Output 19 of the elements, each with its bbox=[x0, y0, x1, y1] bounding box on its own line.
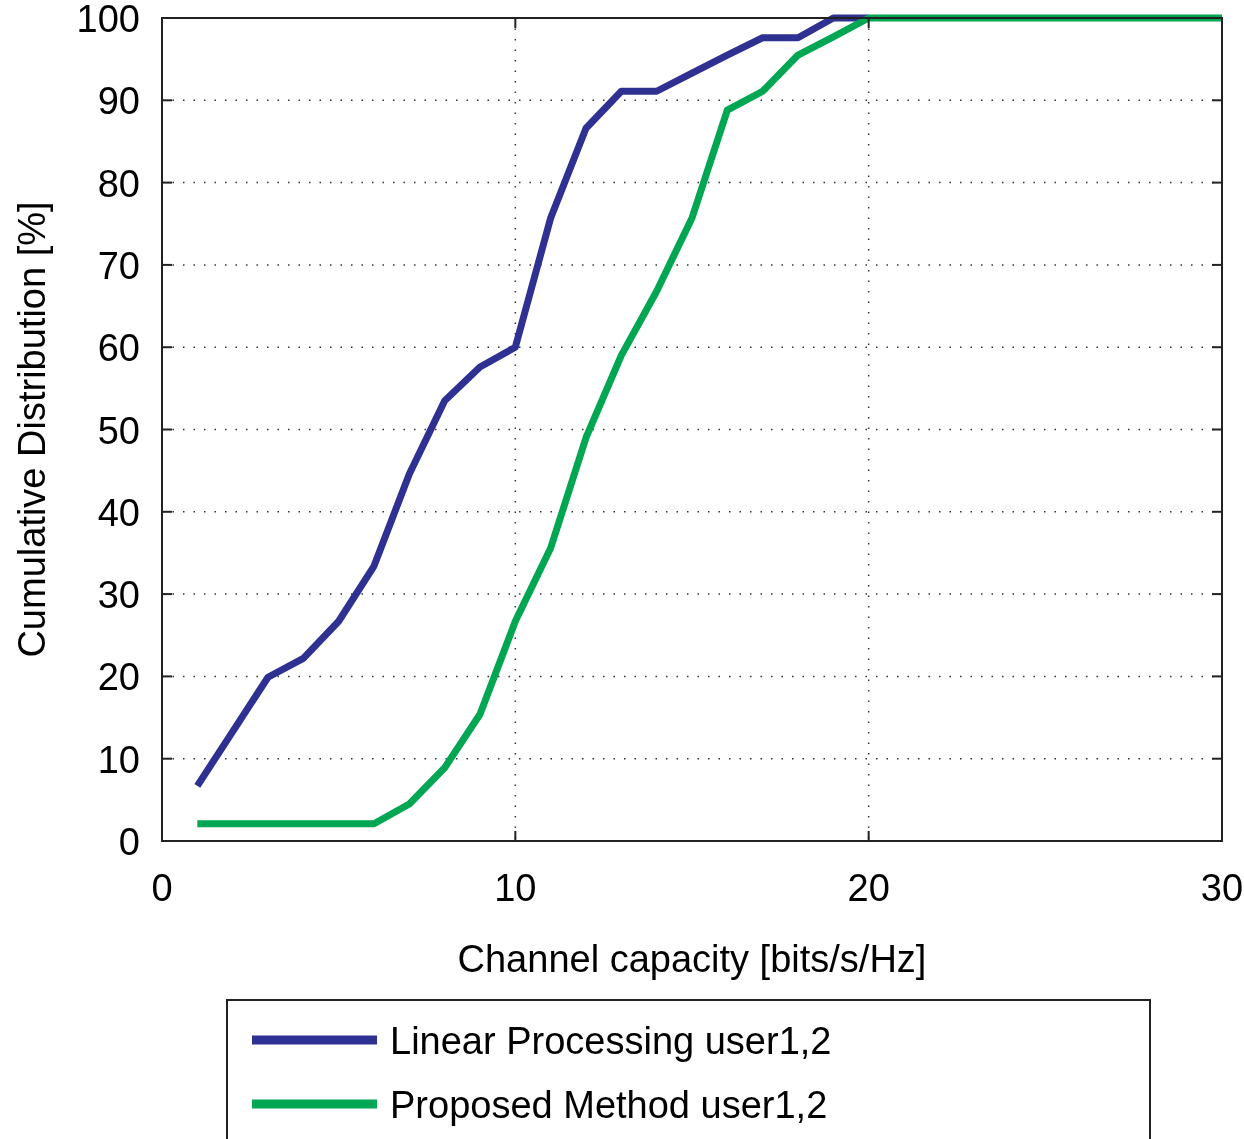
legend-label: Proposed Method user1,2 bbox=[390, 1084, 828, 1126]
y-tick-label: 50 bbox=[97, 409, 140, 452]
legend-label: Linear Processing user1,2 bbox=[390, 1020, 832, 1062]
x-tick-label: 20 bbox=[847, 867, 890, 909]
y-tick-label: 10 bbox=[97, 738, 140, 781]
x-tick-label: 0 bbox=[151, 867, 173, 909]
y-tick-label: 70 bbox=[97, 244, 140, 287]
y-tick-label: 100 bbox=[76, 0, 140, 40]
x-tick-label: 10 bbox=[494, 867, 537, 909]
x-axis-title: Channel capacity [bits/s/Hz] bbox=[457, 938, 927, 980]
y-tick-label: 90 bbox=[97, 80, 140, 123]
y-axis-title: Cumulative Distribution [%] bbox=[11, 201, 53, 658]
y-tick-label: 80 bbox=[97, 162, 140, 205]
y-tick-label: 40 bbox=[97, 491, 140, 534]
y-tick-label: 30 bbox=[97, 574, 140, 617]
x-tick-label: 30 bbox=[1200, 867, 1244, 909]
y-tick-label: 20 bbox=[97, 656, 140, 699]
y-tick-label: 60 bbox=[97, 327, 140, 370]
y-tick-label: 0 bbox=[118, 821, 140, 863]
